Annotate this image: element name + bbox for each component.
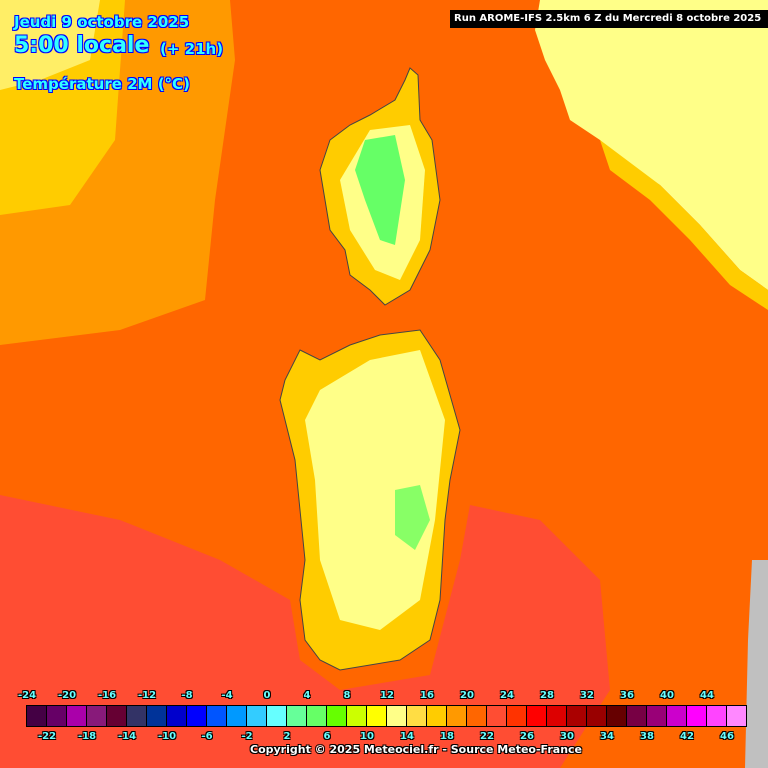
color-scale [26, 705, 747, 727]
color-scale-cell [567, 706, 587, 726]
scale-label-top: 40 [660, 690, 674, 701]
color-scale-cell [387, 706, 407, 726]
scale-label-bottom: 26 [520, 731, 534, 742]
no-data-area [745, 560, 768, 768]
scale-label-bottom: 38 [640, 731, 654, 742]
scale-label-bottom: 2 [283, 731, 291, 742]
color-scale-cell [527, 706, 547, 726]
run-info: Run AROME-IFS 2.5km 6 Z du Mercredi 8 oc… [450, 10, 768, 28]
scale-label-bottom: 22 [480, 731, 494, 742]
scale-label-bottom: -18 [77, 731, 97, 742]
scale-label-bottom: -6 [201, 731, 213, 742]
warm-sea-south [0, 495, 610, 768]
scale-label-bottom: 42 [680, 731, 694, 742]
scale-label-top: -20 [57, 690, 77, 701]
scale-label-bottom: -22 [37, 731, 57, 742]
color-scale-cell [87, 706, 107, 726]
scale-label-bottom: -2 [241, 731, 253, 742]
color-scale-cell [67, 706, 87, 726]
forecast-time: 5:00 locale [14, 33, 150, 58]
provence-land [0, 0, 100, 90]
color-scale-cell [187, 706, 207, 726]
italy-coast [600, 140, 768, 310]
color-scale-cell [547, 706, 567, 726]
scale-label-top: 12 [380, 690, 394, 701]
scale-label-bottom: -14 [117, 731, 137, 742]
color-scale-cell [467, 706, 487, 726]
color-scale-cell [47, 706, 67, 726]
sardinia-interior [305, 350, 445, 630]
color-scale-cell [327, 706, 347, 726]
color-scale-cell [447, 706, 467, 726]
scale-label-top: -4 [221, 690, 233, 701]
scale-label-top: 16 [420, 690, 434, 701]
color-scale-cell [147, 706, 167, 726]
scale-label-top: -12 [137, 690, 157, 701]
color-scale-cell [607, 706, 627, 726]
scale-label-top: 20 [460, 690, 474, 701]
scale-label-top: 36 [620, 690, 634, 701]
scale-label-top: -24 [17, 690, 37, 701]
scale-label-top: 8 [343, 690, 351, 701]
color-scale-cell [207, 706, 227, 726]
color-scale-cell [427, 706, 447, 726]
color-scale-cell [667, 706, 687, 726]
scale-label-top: -16 [97, 690, 117, 701]
scale-label-bottom: 18 [440, 731, 454, 742]
scale-label-top: 44 [700, 690, 714, 701]
color-scale-cell [687, 706, 707, 726]
color-scale-cell [227, 706, 247, 726]
color-scale-cell [167, 706, 187, 726]
scale-label-bottom: 46 [720, 731, 734, 742]
forecast-date: Jeudi 9 octobre 2025 [14, 13, 190, 31]
scale-label-top: 24 [500, 690, 514, 701]
color-scale-cell [107, 706, 127, 726]
scale-label-bottom: 14 [400, 731, 414, 742]
scale-label-top: -8 [181, 690, 193, 701]
scale-label-bottom: 30 [560, 731, 574, 742]
scale-label-bottom: 10 [360, 731, 374, 742]
scale-label-bottom: 6 [323, 731, 331, 742]
color-scale-cell [127, 706, 147, 726]
color-scale-cell [347, 706, 367, 726]
color-scale-cell [27, 706, 47, 726]
color-scale-cell [627, 706, 647, 726]
scale-label-top: 28 [540, 690, 554, 701]
color-scale-cell [587, 706, 607, 726]
sardinia-mountains [395, 485, 430, 550]
color-scale-cell [707, 706, 727, 726]
parameter-title: Température 2M (°C) [14, 75, 190, 93]
scale-label-top: 0 [263, 690, 271, 701]
color-scale-cell [407, 706, 427, 726]
color-scale-cell [367, 706, 387, 726]
color-scale-cell [647, 706, 667, 726]
scale-label-bottom: 34 [600, 731, 614, 742]
color-scale-cell [507, 706, 527, 726]
scale-label-top: 32 [580, 690, 594, 701]
color-scale-cell [267, 706, 287, 726]
color-scale-cell [247, 706, 267, 726]
scale-label-bottom: -10 [157, 731, 177, 742]
scale-label-top: 4 [303, 690, 311, 701]
color-scale-cell [307, 706, 327, 726]
copyright: Copyright © 2025 Meteociel.fr - Source M… [250, 743, 583, 756]
color-scale-cell [487, 706, 507, 726]
lead-time: (+ 21h) [160, 40, 224, 58]
corsica-mountains [355, 135, 405, 245]
color-scale-cell [727, 706, 746, 726]
color-scale-cell [287, 706, 307, 726]
italy-land [535, 0, 768, 290]
